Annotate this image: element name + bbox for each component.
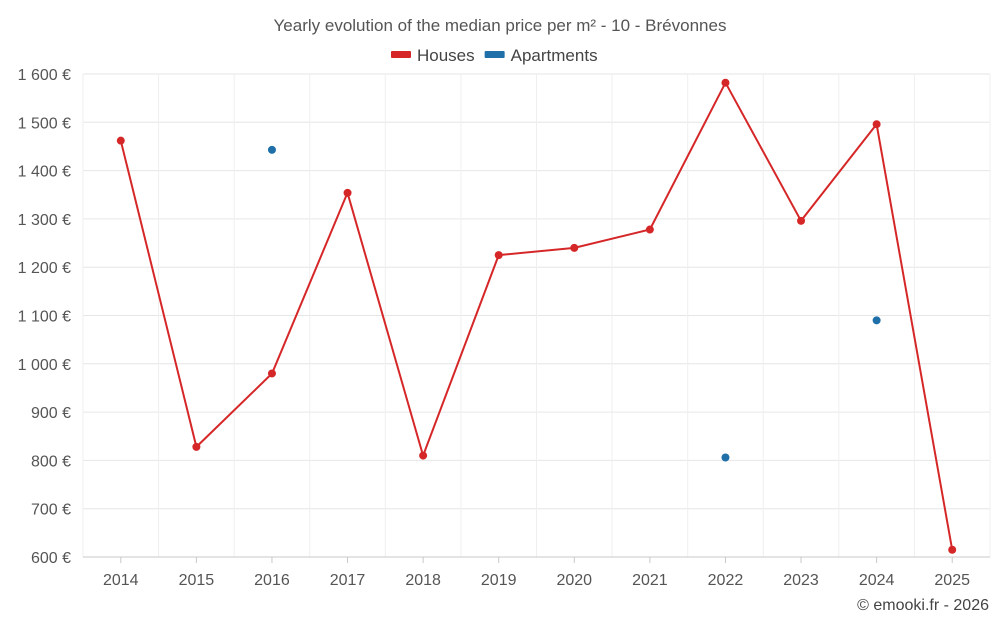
- legend-swatch: [391, 51, 411, 58]
- y-tick-label: 1 300 €: [18, 212, 71, 229]
- x-tick-label: 2015: [179, 572, 215, 589]
- data-point-houses-2016[interactable]: [267, 369, 276, 378]
- y-tick-label: 900 €: [31, 405, 71, 422]
- x-tick-label: 2018: [405, 572, 441, 589]
- series-layer: [116, 78, 957, 554]
- y-tick-label: 800 €: [31, 453, 71, 470]
- data-point-houses-2022[interactable]: [721, 78, 730, 87]
- series-apartments: [267, 145, 881, 462]
- series-houses: [116, 78, 957, 554]
- y-axis: 600 € 700 € 800 € 900 € 1 000 € 1 100 € 1 200 …: [18, 67, 71, 567]
- y-tick-label: 700 €: [31, 502, 71, 519]
- x-tick-label: 2022: [708, 572, 744, 589]
- x-tick-label: 2019: [481, 572, 517, 589]
- data-point-houses-2019[interactable]: [494, 251, 503, 260]
- x-axis: 2014 2015 2016 2017 2018 2019 2020 2021 2022 2023…: [83, 556, 990, 589]
- data-point-apartments-2022[interactable]: [721, 453, 730, 462]
- legend: Houses Apartments: [391, 46, 598, 65]
- legend-swatch: [484, 51, 505, 58]
- data-point-houses-2015[interactable]: [192, 442, 201, 451]
- legend-item-apartments[interactable]: Apartments: [484, 46, 598, 65]
- data-point-apartments-2016[interactable]: [267, 145, 276, 154]
- y-tick-label: 1 200 €: [18, 260, 71, 277]
- data-point-houses-2021[interactable]: [645, 225, 654, 234]
- data-point-apartments-2024[interactable]: [872, 316, 881, 325]
- x-tick-label: 2017: [330, 572, 366, 589]
- y-tick-label: 1 400 €: [18, 164, 71, 181]
- x-tick-label: 2014: [103, 572, 139, 589]
- x-tick-label: 2021: [632, 572, 668, 589]
- credit-text: © emooki.fr - 2026: [857, 597, 989, 614]
- chart-title: Yearly evolution of the median price per…: [274, 16, 727, 35]
- legend-label: Houses: [417, 46, 475, 65]
- data-point-houses-2017[interactable]: [343, 188, 352, 197]
- y-tick-label: 1 500 €: [18, 115, 71, 132]
- data-point-houses-2014[interactable]: [116, 136, 125, 145]
- x-tick-label: 2023: [783, 572, 819, 589]
- data-point-houses-2020[interactable]: [570, 243, 579, 252]
- data-point-houses-2023[interactable]: [797, 216, 806, 225]
- data-point-houses-2018[interactable]: [419, 451, 428, 460]
- x-tick-label: 2016: [254, 572, 290, 589]
- data-point-houses-2024[interactable]: [872, 120, 881, 129]
- legend-label: Apartments: [511, 46, 598, 65]
- y-tick-label: 1 600 €: [18, 67, 71, 84]
- x-tick-label: 2025: [934, 572, 970, 589]
- x-tick-label: 2024: [859, 572, 895, 589]
- legend-item-houses[interactable]: Houses: [391, 46, 475, 65]
- y-tick-label: 1 000 €: [18, 357, 71, 374]
- x-tick-label: 2020: [556, 572, 592, 589]
- y-tick-label: 600 €: [31, 550, 71, 567]
- y-tick-label: 1 100 €: [18, 309, 71, 326]
- grid: [82, 73, 991, 558]
- data-point-houses-2025[interactable]: [948, 545, 957, 554]
- series-line-houses: [119, 80, 954, 550]
